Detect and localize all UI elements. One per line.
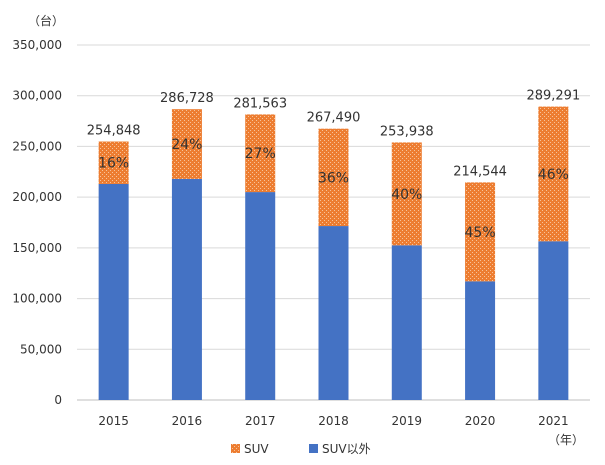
x-axis-unit: （年）	[548, 433, 584, 447]
bar-non-suv-2018	[318, 226, 349, 400]
bar-non-suv-2021	[538, 241, 569, 400]
bar-suv-2021	[538, 106, 569, 242]
y-tick-label: 150,000	[12, 241, 62, 255]
suv-share-label-2019: 40%	[391, 187, 422, 203]
y-axis-ticks: 0 50,000 100,000 150,000 200,000 250,000 300,0…	[12, 38, 62, 407]
total-label-2020: 214,544	[453, 164, 507, 179]
bar-suv-2015	[98, 141, 129, 184]
bar-non-suv-2015	[98, 183, 129, 400]
bar-suv-2020	[465, 182, 496, 282]
y-tick-label: 0	[54, 393, 62, 407]
x-tick-label-2018: 2018	[318, 414, 349, 428]
bar-suv-2016	[171, 109, 202, 179]
legend-swatch-suv	[231, 444, 240, 453]
suv-share-label-2018: 36%	[318, 170, 349, 186]
legend-label-non-suv: SUV以外	[322, 442, 371, 456]
total-label-2021: 289,291	[526, 89, 580, 104]
suv-share-label-2015: 16%	[98, 156, 129, 172]
y-axis-unit: （台）	[28, 13, 64, 28]
total-label-2016: 286,728	[160, 91, 214, 106]
suv-share-label-2017: 27%	[245, 146, 276, 162]
legend-swatch-non-suv	[309, 444, 318, 453]
bar-non-suv-2019	[391, 245, 422, 400]
suv-share-label-2016: 24%	[171, 137, 202, 153]
x-tick-label-2016: 2016	[172, 414, 203, 428]
x-tick-label-2021: 2021	[538, 414, 569, 428]
x-tick-label-2015: 2015	[98, 414, 129, 428]
legend: SUV SUV以外	[231, 442, 371, 456]
total-label-2015: 254,848	[87, 124, 141, 139]
x-tick-label-2020: 2020	[465, 414, 496, 428]
data-labels: 254,848 16% 286,728 24% 281,563 27% 267,490 36%…	[87, 89, 580, 241]
suv-share-label-2020: 45%	[465, 225, 496, 241]
bar-non-suv-2016	[171, 178, 202, 400]
x-tick-label-2019: 2019	[392, 414, 423, 428]
y-tick-label: 300,000	[12, 89, 62, 103]
legend-label-suv: SUV	[244, 442, 269, 456]
suv-share-label-2021: 46%	[538, 167, 569, 183]
bars	[98, 106, 569, 400]
total-label-2018: 267,490	[307, 111, 361, 126]
bar-non-suv-2017	[245, 192, 276, 400]
y-tick-label: 200,000	[12, 190, 62, 204]
y-tick-label: 50,000	[20, 342, 62, 356]
total-label-2019: 253,938	[380, 124, 434, 139]
x-tick-label-2017: 2017	[245, 414, 276, 428]
bar-suv-2017	[245, 114, 276, 193]
total-label-2017: 281,563	[233, 96, 287, 111]
y-tick-label: 350,000	[12, 38, 62, 52]
bar-suv-2019	[391, 142, 422, 246]
bar-suv-2018	[318, 128, 349, 227]
bar-non-suv-2020	[465, 281, 496, 400]
y-tick-label: 250,000	[12, 139, 62, 153]
y-tick-label: 100,000	[12, 292, 62, 306]
x-axis-ticks: 2015 2016 2017 2018 2019 2020 2021	[98, 414, 568, 428]
